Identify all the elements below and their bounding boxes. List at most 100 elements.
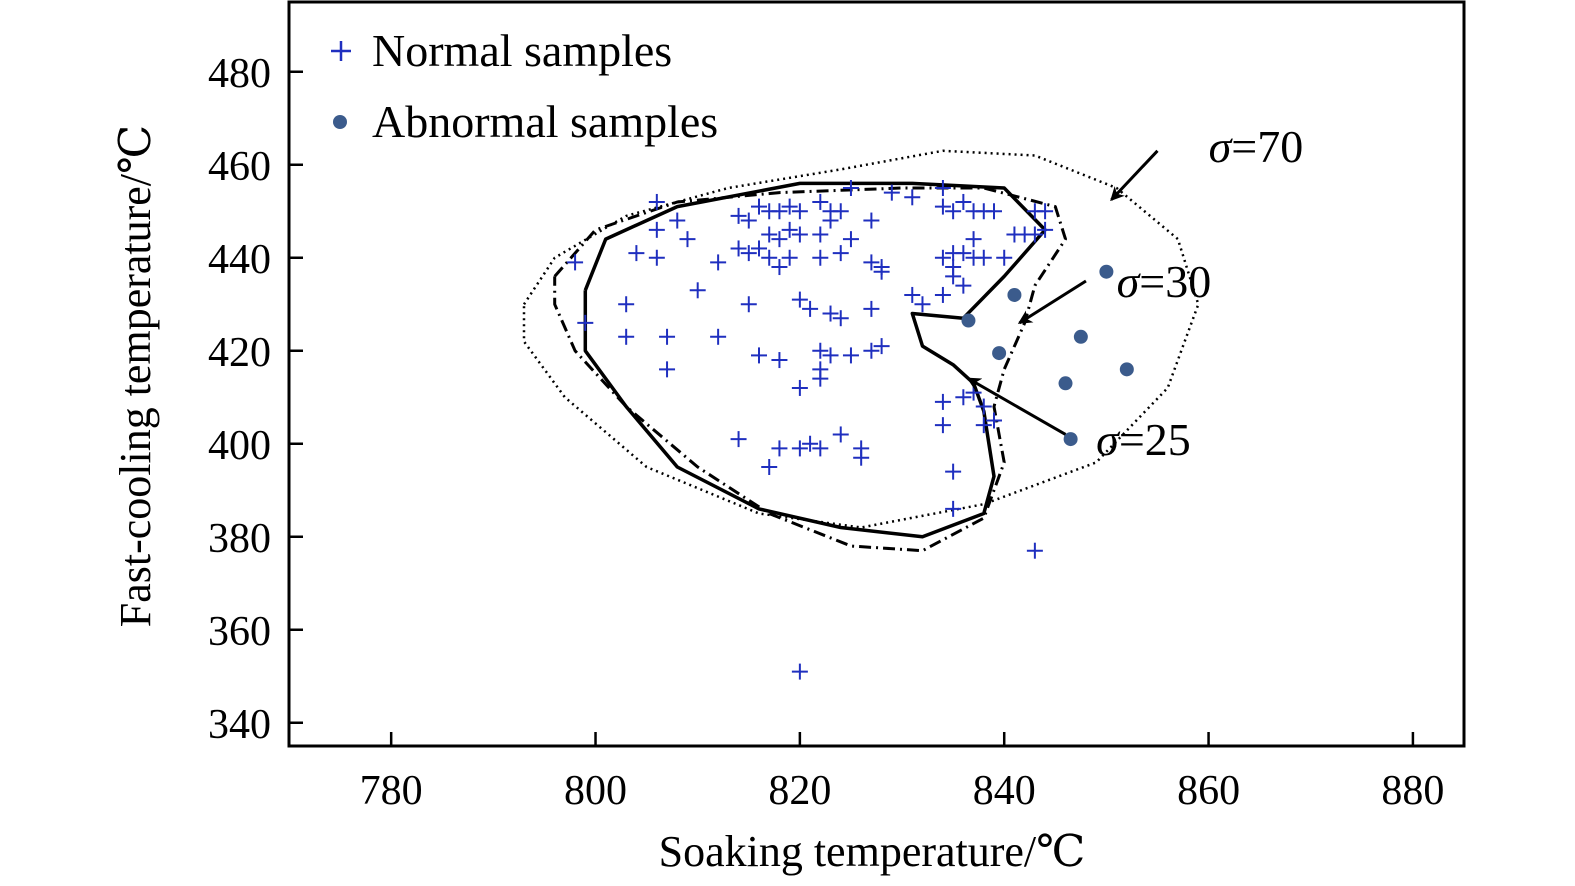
normal-sample-point — [812, 370, 829, 387]
normal-sample-point — [1037, 221, 1054, 238]
normal-sample-point — [945, 463, 962, 480]
contour-sigma-25 — [583, 181, 1047, 539]
normal-sample-point — [740, 296, 757, 313]
normal-sample-point — [914, 296, 931, 313]
annotation-label: σ=30 — [1117, 256, 1212, 307]
normal-sample-point — [802, 300, 819, 317]
normal-sample-point — [812, 226, 829, 243]
normal-sample-point — [812, 249, 829, 266]
normal-sample-point — [669, 212, 686, 229]
y-axis-label: Fast-cooling temperature/℃ — [111, 125, 160, 628]
normal-sample-point — [791, 226, 808, 243]
normal-sample-point — [771, 440, 788, 457]
normal-sample-point — [975, 249, 992, 266]
normal-sample-point — [648, 249, 665, 266]
x-tick-label: 880 — [1381, 768, 1444, 814]
normal-sample-point — [710, 254, 727, 271]
y-tick-label: 380 — [208, 516, 271, 562]
normal-sample-point — [945, 203, 962, 220]
y-tick-label: 420 — [208, 330, 271, 376]
normal-sample-point — [955, 245, 972, 262]
normal-sample-point — [618, 296, 635, 313]
annotation-label: σ=25 — [1096, 414, 1191, 465]
normal-sample-point — [791, 203, 808, 220]
normal-sample-point — [863, 254, 880, 271]
normal-sample-point — [751, 347, 767, 364]
normal-sample-point — [965, 231, 982, 248]
normal-sample-point — [934, 417, 951, 434]
normal-sample-point — [648, 221, 665, 238]
normal-sample-point — [791, 379, 808, 396]
normal-sample-point — [628, 245, 645, 262]
normal-sample-point — [822, 305, 839, 322]
normal-sample-point — [730, 240, 747, 257]
x-axis-label: Soaking temperature/℃ — [659, 827, 1086, 876]
normal-sample-point — [853, 449, 870, 466]
normal-sample-point — [904, 189, 921, 206]
y-tick-label: 400 — [208, 423, 271, 469]
abnormal-sample-point — [1073, 329, 1088, 344]
contour-sigma-70 — [522, 149, 1200, 529]
annotation-arrow — [1017, 279, 1087, 325]
normal-sample-point — [832, 203, 849, 220]
normal-sample-point — [934, 180, 951, 196]
normal-sample-point — [832, 426, 849, 443]
normal-sample-point — [873, 259, 890, 276]
annotation-arrow — [966, 377, 1067, 436]
normal-sample-point — [934, 249, 951, 266]
abnormal-sample-point — [1058, 376, 1073, 391]
normal-sample-point — [771, 231, 788, 248]
contour-sigma-30 — [553, 186, 1067, 553]
abnormal-sample-point — [961, 313, 976, 328]
abnormal-sample-point — [1119, 362, 1134, 377]
normal-sample-point — [781, 249, 798, 266]
x-tick-label: 840 — [973, 768, 1036, 814]
normal-sample-point — [812, 193, 829, 210]
normal-sample-point — [822, 347, 839, 364]
normal-sample-point — [945, 268, 962, 285]
normal-sample-point — [730, 431, 747, 448]
normal-sample-point — [934, 198, 951, 215]
normal-sample-point — [883, 184, 900, 201]
normal-sample-point — [740, 245, 757, 262]
normal-sample-point — [761, 249, 778, 266]
normal-sample-point — [761, 459, 778, 475]
y-tick-label: 340 — [208, 702, 271, 748]
x-tick-label: 780 — [360, 768, 423, 814]
normal-sample-point — [863, 212, 880, 229]
normal-sample-point — [618, 328, 635, 345]
normal-sample-point — [679, 231, 696, 248]
y-tick-label: 440 — [208, 237, 271, 283]
abnormal-sample-point — [1099, 264, 1114, 279]
normal-sample-point — [955, 389, 972, 406]
normal-sample-point — [812, 440, 829, 457]
normal-sample-point — [945, 500, 962, 517]
normal-sample-point — [659, 328, 676, 345]
legend-abnormal-marker — [333, 115, 347, 129]
normal-sample-point — [955, 277, 972, 294]
normal-sample-point — [771, 259, 788, 276]
normal-sample-point — [1026, 226, 1043, 243]
x-tick-label: 860 — [1177, 768, 1240, 814]
normal-sample-point — [986, 203, 1002, 220]
normal-sample-point — [863, 300, 880, 317]
normal-sample-point — [791, 440, 808, 457]
x-tick-label: 800 — [564, 768, 627, 814]
normal-sample-point — [822, 212, 839, 229]
y-tick-label: 460 — [208, 144, 271, 190]
normal-sample-point — [975, 417, 992, 434]
normal-sample-point — [1026, 542, 1043, 559]
normal-sample-point — [761, 226, 778, 243]
normal-sample-point — [751, 240, 767, 257]
normal-sample-point — [791, 291, 808, 308]
normal-sample-point — [975, 398, 992, 415]
normal-sample-point — [996, 249, 1013, 266]
normal-sample-point — [863, 342, 880, 359]
normal-sample-point — [771, 352, 788, 369]
legend-normal-marker — [331, 41, 351, 61]
normal-sample-point — [567, 254, 584, 271]
normal-sample-point — [842, 231, 859, 248]
normal-sample-point — [934, 286, 951, 303]
normal-sample-point — [832, 245, 849, 262]
